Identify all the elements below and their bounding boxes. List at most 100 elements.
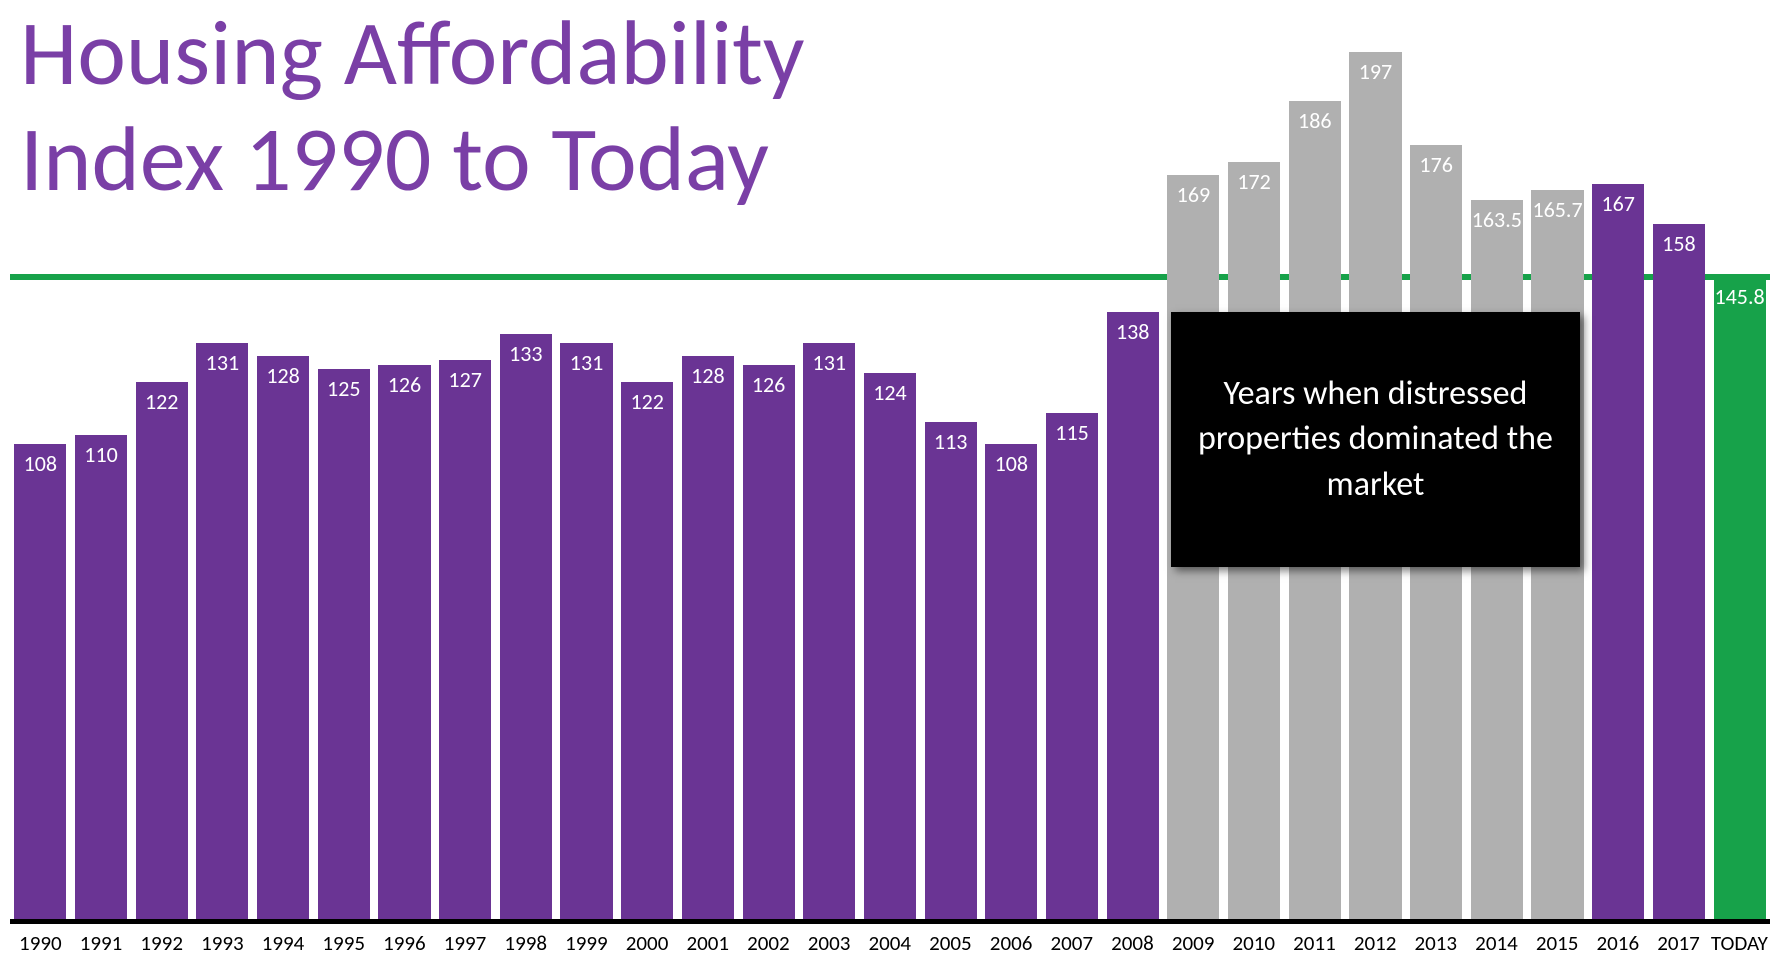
x-axis-label: 1996 bbox=[376, 926, 433, 960]
x-axis-label: 1995 bbox=[315, 926, 372, 960]
bar-slot: 128 bbox=[255, 39, 312, 919]
bar-value-label: 108 bbox=[14, 450, 66, 477]
bar-slot: 110 bbox=[73, 39, 130, 919]
x-axis-label: 2002 bbox=[740, 926, 797, 960]
bar-value-label: 128 bbox=[257, 362, 309, 389]
bar: 138 bbox=[1107, 312, 1159, 919]
x-axis-label: 2012 bbox=[1347, 926, 1404, 960]
x-axis-label: 2017 bbox=[1650, 926, 1707, 960]
bar-slot: 167 bbox=[1590, 39, 1647, 919]
bar-value-label: 167 bbox=[1592, 190, 1644, 217]
bar-value-label: 115 bbox=[1046, 419, 1098, 446]
bar-value-label: 163.5 bbox=[1471, 206, 1523, 233]
bar: 131 bbox=[560, 343, 612, 919]
bar: 131 bbox=[803, 343, 855, 919]
bar-value-label: 110 bbox=[75, 441, 127, 468]
x-axis-label: 2007 bbox=[1043, 926, 1100, 960]
x-axis-label: 1992 bbox=[133, 926, 190, 960]
bar: 126 bbox=[378, 365, 430, 919]
x-axis-label: 2003 bbox=[801, 926, 858, 960]
x-axis-label: 1993 bbox=[194, 926, 251, 960]
bar-slot: 125 bbox=[315, 39, 372, 919]
bar-value-label: 165.7 bbox=[1531, 196, 1583, 223]
bar-slot: 138 bbox=[1104, 39, 1161, 919]
annotation-distressed-years: Years when distressed properties dominat… bbox=[1171, 312, 1580, 567]
bar: 133 bbox=[500, 334, 552, 919]
bar-value-label: 108 bbox=[985, 450, 1037, 477]
bar-slot: 131 bbox=[558, 39, 615, 919]
bar-value-label: 133 bbox=[500, 340, 552, 367]
bar-slot: 124 bbox=[862, 39, 919, 919]
x-axis-label: 2000 bbox=[619, 926, 676, 960]
bar-slot: 122 bbox=[619, 39, 676, 919]
bar-slot: 131 bbox=[194, 39, 251, 919]
x-axis-label: 2010 bbox=[1225, 926, 1282, 960]
bar-value-label: 138 bbox=[1107, 318, 1159, 345]
bar-value-label: 131 bbox=[196, 349, 248, 376]
bar: 122 bbox=[621, 382, 673, 919]
bar: 158 bbox=[1653, 224, 1705, 919]
x-axis-label: 2008 bbox=[1104, 926, 1161, 960]
x-axis-label: 1991 bbox=[73, 926, 130, 960]
bar: 126 bbox=[743, 365, 795, 919]
bar-slot: 158 bbox=[1651, 39, 1708, 919]
bar: 167 bbox=[1592, 184, 1644, 919]
x-axis-label: 1997 bbox=[437, 926, 494, 960]
bar-value-label: 197 bbox=[1349, 58, 1401, 85]
bar-value-label: 186 bbox=[1289, 107, 1341, 134]
bar-value-label: 124 bbox=[864, 379, 916, 406]
bar: 110 bbox=[75, 435, 127, 919]
bar: 131 bbox=[196, 343, 248, 919]
bar-value-label: 172 bbox=[1228, 168, 1280, 195]
x-axis-label: 2013 bbox=[1407, 926, 1464, 960]
bar-value-label: 176 bbox=[1410, 151, 1462, 178]
x-axis-label: 2006 bbox=[983, 926, 1040, 960]
bar-value-label: 131 bbox=[560, 349, 612, 376]
bar-value-label: 169 bbox=[1167, 181, 1219, 208]
bar: 127 bbox=[439, 360, 491, 919]
x-axis-label: 1998 bbox=[497, 926, 554, 960]
bar-value-label: 126 bbox=[378, 371, 430, 398]
bar: 113 bbox=[925, 422, 977, 919]
bar-value-label: 127 bbox=[439, 366, 491, 393]
bar: 115 bbox=[1046, 413, 1098, 919]
bar-chart: 108 110 122 131 128 125 126 127 133 131 122 128 126 1… bbox=[10, 20, 1770, 960]
x-axis: 1990199119921993199419951996199719981999… bbox=[10, 926, 1770, 960]
x-axis-label: 2011 bbox=[1286, 926, 1343, 960]
x-axis-label: 2001 bbox=[679, 926, 736, 960]
bar: 108 bbox=[985, 444, 1037, 919]
bar-slot: 122 bbox=[133, 39, 190, 919]
x-axis-label: 2005 bbox=[922, 926, 979, 960]
bar: 125 bbox=[318, 369, 370, 919]
bar-slot: 115 bbox=[1044, 39, 1101, 919]
bar-slot: 108 bbox=[12, 39, 69, 919]
x-axis-label: 1999 bbox=[558, 926, 615, 960]
bar: 122 bbox=[136, 382, 188, 919]
x-axis-label: 2014 bbox=[1468, 926, 1525, 960]
x-axis-label: 2015 bbox=[1529, 926, 1586, 960]
bar-value-label: 122 bbox=[136, 388, 188, 415]
bar-slot: 108 bbox=[983, 39, 1040, 919]
bar-value-label: 131 bbox=[803, 349, 855, 376]
bar-slot: 131 bbox=[801, 39, 858, 919]
bar-value-label: 128 bbox=[682, 362, 734, 389]
x-axis-label: 2009 bbox=[1165, 926, 1222, 960]
bar-value-label: 122 bbox=[621, 388, 673, 415]
x-axis-label: 2004 bbox=[861, 926, 918, 960]
bar-slot: 113 bbox=[922, 39, 979, 919]
bar-slot: 127 bbox=[437, 39, 494, 919]
bar: 108 bbox=[14, 444, 66, 919]
bar: 124 bbox=[864, 373, 916, 919]
bar-value-label: 113 bbox=[925, 428, 977, 455]
bar-slot: 133 bbox=[498, 39, 555, 919]
x-axis-label: 2016 bbox=[1589, 926, 1646, 960]
x-axis-label: 1994 bbox=[255, 926, 312, 960]
x-axis-label: TODAY bbox=[1711, 926, 1768, 960]
bar-value-label: 158 bbox=[1653, 230, 1705, 257]
bar: 128 bbox=[257, 356, 309, 919]
x-axis-label: 1990 bbox=[12, 926, 69, 960]
bar: 145.8 bbox=[1714, 277, 1766, 919]
bar-value-label: 125 bbox=[318, 375, 370, 402]
bar: 128 bbox=[682, 356, 734, 919]
bar-value-label: 126 bbox=[743, 371, 795, 398]
